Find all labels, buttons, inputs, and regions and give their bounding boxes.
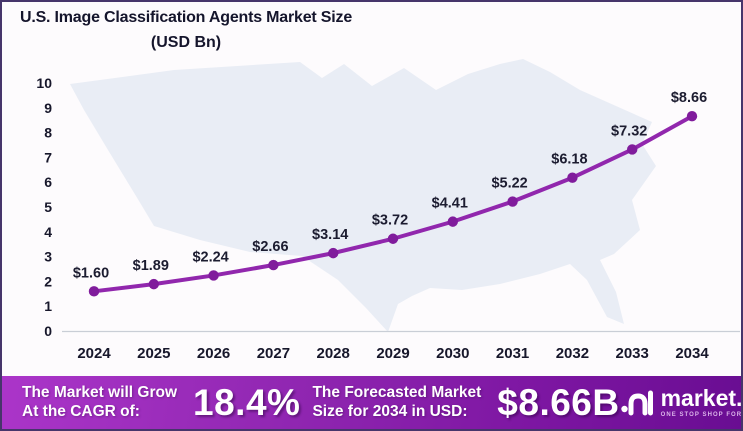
- chart-title: U.S. Image Classification Agents Market …: [19, 9, 353, 26]
- svg-text:$2.66: $2.66: [252, 239, 288, 255]
- market-us-logo-icon: [620, 390, 653, 415]
- svg-text:$3.72: $3.72: [372, 213, 408, 229]
- svg-text:1: 1: [44, 298, 52, 314]
- svg-text:2027: 2027: [257, 345, 290, 362]
- svg-text:2: 2: [44, 273, 52, 289]
- chart-svg: 0 1 2 3 4 5 6 7 8 9 10 2024 2025 2026 2027 2028 2029 2030…: [36, 59, 740, 362]
- footer-banner: The Market will Grow At the CAGR of: 18.…: [2, 376, 741, 429]
- brand-text: market.us ONE STOP SHOP FOR THE REPORTS: [660, 385, 743, 419]
- forecast-label-line1: The Forecasted Market: [312, 383, 482, 401]
- line-series-layer: $1.60 $1.89 $2.24 $2.66 $3.14 $3.72 $4.41 $5.22…: [73, 90, 707, 297]
- brand-tagline: ONE STOP SHOP FOR THE REPORTS: [660, 412, 743, 418]
- svg-text:$4.41: $4.41: [432, 196, 468, 212]
- cagr-label-line1: The Market will Grow: [22, 383, 178, 401]
- cagr-label-line2: At the CAGR of:: [22, 402, 140, 420]
- forecast-label: The Forecasted Market Size for 2034 in U…: [312, 384, 481, 421]
- svg-text:2034: 2034: [675, 345, 709, 362]
- cagr-value: 18.4%: [193, 381, 301, 423]
- cagr-label: The Market will Grow At the CAGR of:: [22, 384, 177, 421]
- forecast-value: $8.66B: [497, 381, 620, 423]
- chart-subtitle: (USD Bn): [150, 34, 222, 51]
- svg-text:2032: 2032: [556, 345, 589, 362]
- brand-name: market.us: [660, 385, 743, 411]
- svg-text:2031: 2031: [496, 345, 529, 362]
- svg-text:$6.18: $6.18: [551, 152, 587, 168]
- svg-text:7: 7: [44, 149, 52, 165]
- svg-text:2024: 2024: [77, 345, 111, 362]
- svg-text:0: 0: [44, 323, 52, 339]
- market-us-logo: market.us ONE STOP SHOP FOR THE REPORTS: [620, 385, 743, 419]
- svg-text:$1.60: $1.60: [73, 265, 109, 281]
- svg-text:$2.24: $2.24: [192, 249, 228, 265]
- svg-text:5: 5: [44, 199, 52, 215]
- svg-text:4: 4: [44, 224, 52, 240]
- svg-text:$1.89: $1.89: [133, 258, 169, 274]
- svg-text:$3.14: $3.14: [312, 227, 348, 243]
- svg-text:2030: 2030: [436, 345, 469, 362]
- svg-text:8: 8: [44, 125, 52, 141]
- svg-text:6: 6: [44, 174, 52, 190]
- forecast-label-line2: Size for 2034 in USD:: [312, 402, 468, 420]
- svg-text:$7.32: $7.32: [611, 123, 647, 139]
- svg-text:9: 9: [44, 100, 52, 116]
- axis-layer: 0 1 2 3 4 5 6 7 8 9 10 2024 2025 2026 2027 2028 2029 2030…: [36, 75, 740, 362]
- us-map-silhouette: [70, 59, 656, 332]
- svg-text:$5.22: $5.22: [491, 176, 527, 192]
- svg-text:2026: 2026: [197, 345, 230, 362]
- svg-text:3: 3: [44, 249, 52, 265]
- svg-text:2033: 2033: [616, 345, 649, 362]
- svg-text:10: 10: [36, 75, 52, 91]
- svg-text:2025: 2025: [137, 345, 170, 362]
- svg-text:2029: 2029: [376, 345, 409, 362]
- chart-title-block: U.S. Image Classification Agents Market …: [2, 9, 370, 52]
- svg-text:$8.66: $8.66: [671, 90, 707, 106]
- svg-text:2028: 2028: [317, 345, 350, 362]
